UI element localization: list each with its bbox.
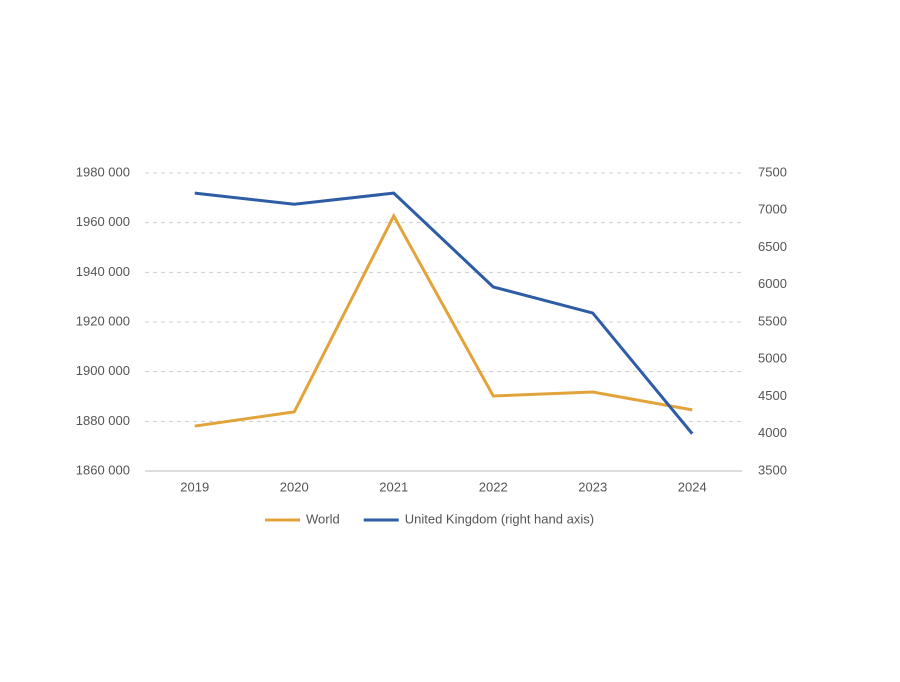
x-tick-label: 2022: [479, 479, 508, 494]
legend-label: World: [306, 511, 340, 526]
y2-tick-label: 5500: [758, 313, 787, 328]
x-tick-label: 2023: [578, 479, 607, 494]
y2-tick-label: 6500: [758, 239, 787, 254]
y-tick-label: 1900 000: [76, 363, 130, 378]
y-tick-label: 1920 000: [76, 313, 130, 328]
series-line: [194, 212, 693, 428]
y-tick-label: 1860 000: [76, 462, 130, 477]
y2-tick-label: 7500: [758, 164, 787, 179]
y2-tick-label: 6000: [758, 276, 787, 291]
series-line: [194, 191, 694, 435]
y2-tick-label: 4000: [758, 425, 787, 440]
y-tick-label: 1980 000: [76, 164, 130, 179]
y2-tick-label: 4500: [758, 388, 787, 403]
y2-tick-label: 5000: [758, 351, 787, 366]
legend-label: United Kingdom (right hand axis): [405, 511, 594, 526]
y-tick-label: 1880 000: [76, 413, 130, 428]
y2-tick-label: 7000: [758, 202, 787, 217]
x-tick-label: 2021: [379, 479, 408, 494]
x-tick-label: 2020: [280, 479, 309, 494]
x-tick-label: 2019: [180, 479, 209, 494]
y-tick-label: 1960 000: [76, 214, 130, 229]
y2-tick-label: 3500: [758, 462, 787, 477]
y-tick-label: 1940 000: [76, 264, 130, 279]
x-tick-label: 2024: [678, 479, 707, 494]
